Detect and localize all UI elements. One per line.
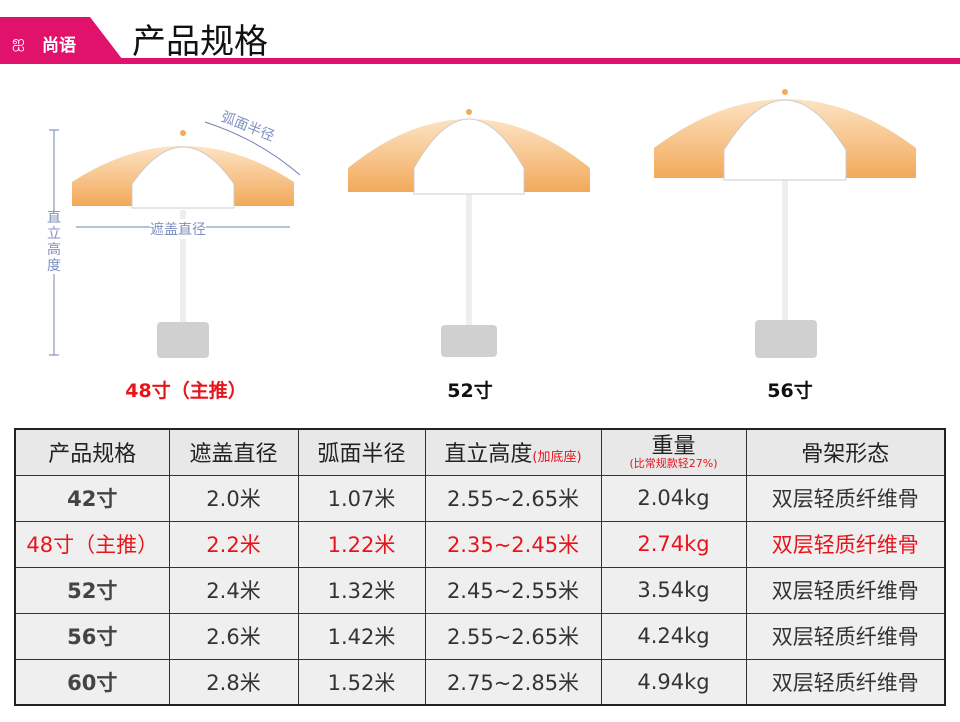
cell-frame: 双层轻质纤维骨 xyxy=(745,520,946,568)
cell-radius: 1.07米 xyxy=(297,474,426,522)
butterfly-logo-icon: ஐ xyxy=(12,32,25,51)
cell-height: 2.55~2.65米 xyxy=(424,612,602,660)
umbrella-52 xyxy=(348,109,590,357)
height-label-char: 高 xyxy=(47,242,61,258)
cover-diameter-label: 遮盖直径 xyxy=(150,219,206,239)
cell-height: 2.55~2.65米 xyxy=(424,474,602,522)
cell-diameter: 2.2米 xyxy=(168,520,299,568)
header-weight: 重量 (比常规款轻27%) xyxy=(600,428,747,476)
cell-radius: 1.32米 xyxy=(297,566,426,614)
header-height-label: 直立高度 xyxy=(444,442,533,468)
cell-radius: 1.22米 xyxy=(297,520,426,568)
height-label-char: 度 xyxy=(47,258,61,274)
header-radius: 弧面半径 xyxy=(297,428,426,476)
spec-table: 产品规格 遮盖直径 弧面半径 直立高度(加底座) 重量 (比常规款轻27%) 骨架… xyxy=(14,428,946,706)
table-row: 52寸 2.4米 1.32米 2.45~2.55米 3.54kg 双层轻质纤维骨 xyxy=(14,566,946,614)
table-header: 产品规格 遮盖直径 弧面半径 直立高度(加底座) 重量 (比常规款轻27%) 骨架… xyxy=(14,428,946,476)
brand-logo: ஐ 尚语 xyxy=(0,17,126,64)
caption-52: 52寸 xyxy=(447,380,493,402)
umbrella-illustrations xyxy=(49,89,916,358)
table-row: 42寸 2.0米 1.07米 2.55~2.65米 2.04kg 双层轻质纤维骨 xyxy=(14,474,946,522)
cell-weight: 2.04kg xyxy=(600,474,747,522)
cell-size: 60寸 xyxy=(14,658,170,706)
cell-diameter: 2.4米 xyxy=(168,566,299,614)
caption-56: 56寸 xyxy=(767,380,813,402)
cell-size: 42寸 xyxy=(14,474,170,522)
cell-weight: 4.24kg xyxy=(600,612,747,660)
header-bar xyxy=(0,58,960,64)
cell-weight: 4.94kg xyxy=(600,658,747,706)
header-diameter: 遮盖直径 xyxy=(168,428,299,476)
cell-size: 56寸 xyxy=(14,612,170,660)
cell-height: 2.75~2.85米 xyxy=(424,658,602,706)
cell-frame: 双层轻质纤维骨 xyxy=(745,474,946,522)
height-note: (加底座) xyxy=(532,450,582,466)
cell-weight: 3.54kg xyxy=(600,566,747,614)
table-row: 56寸 2.6米 1.42米 2.55~2.65米 4.24kg 双层轻质纤维骨 xyxy=(14,612,946,660)
cell-diameter: 2.8米 xyxy=(168,658,299,706)
height-label: 直立高度 xyxy=(45,210,63,274)
caption-48: 48寸（主推） xyxy=(125,380,247,402)
cell-weight: 2.74kg xyxy=(600,520,747,568)
cell-frame: 双层轻质纤维骨 xyxy=(745,658,946,706)
header-size: 产品规格 xyxy=(14,428,170,476)
cell-size: 48寸（主推） xyxy=(14,520,170,568)
cell-size: 52寸 xyxy=(14,566,170,614)
logo-text: 尚语 xyxy=(42,36,76,56)
cell-radius: 1.42米 xyxy=(297,612,426,660)
header-banner: ஐ 尚语 产品规格 xyxy=(0,0,960,64)
page-title: 产品规格 xyxy=(132,22,268,62)
header-height: 直立高度(加底座) xyxy=(424,428,602,476)
header-weight-label: 重量 xyxy=(651,433,696,459)
cell-height: 2.35~2.45米 xyxy=(424,520,602,568)
table-row: 48寸（主推） 2.2米 1.22米 2.35~2.45米 2.74kg 双层轻质纤维骨 xyxy=(14,520,946,568)
weight-note: (比常规款轻27%) xyxy=(629,456,718,470)
table-row: 60寸 2.8米 1.52米 2.75~2.85米 4.94kg 双层轻质纤维骨 xyxy=(14,658,946,706)
cell-frame: 双层轻质纤维骨 xyxy=(745,612,946,660)
cell-height: 2.45~2.55米 xyxy=(424,566,602,614)
cell-diameter: 2.0米 xyxy=(168,474,299,522)
header-frame: 骨架形态 xyxy=(745,428,946,476)
height-label-char: 直 xyxy=(47,210,61,226)
umbrella-56 xyxy=(654,89,916,358)
umbrella-48 xyxy=(72,130,294,358)
height-label-char: 立 xyxy=(47,226,61,242)
cell-frame: 双层轻质纤维骨 xyxy=(745,566,946,614)
cell-diameter: 2.6米 xyxy=(168,612,299,660)
cell-radius: 1.52米 xyxy=(297,658,426,706)
